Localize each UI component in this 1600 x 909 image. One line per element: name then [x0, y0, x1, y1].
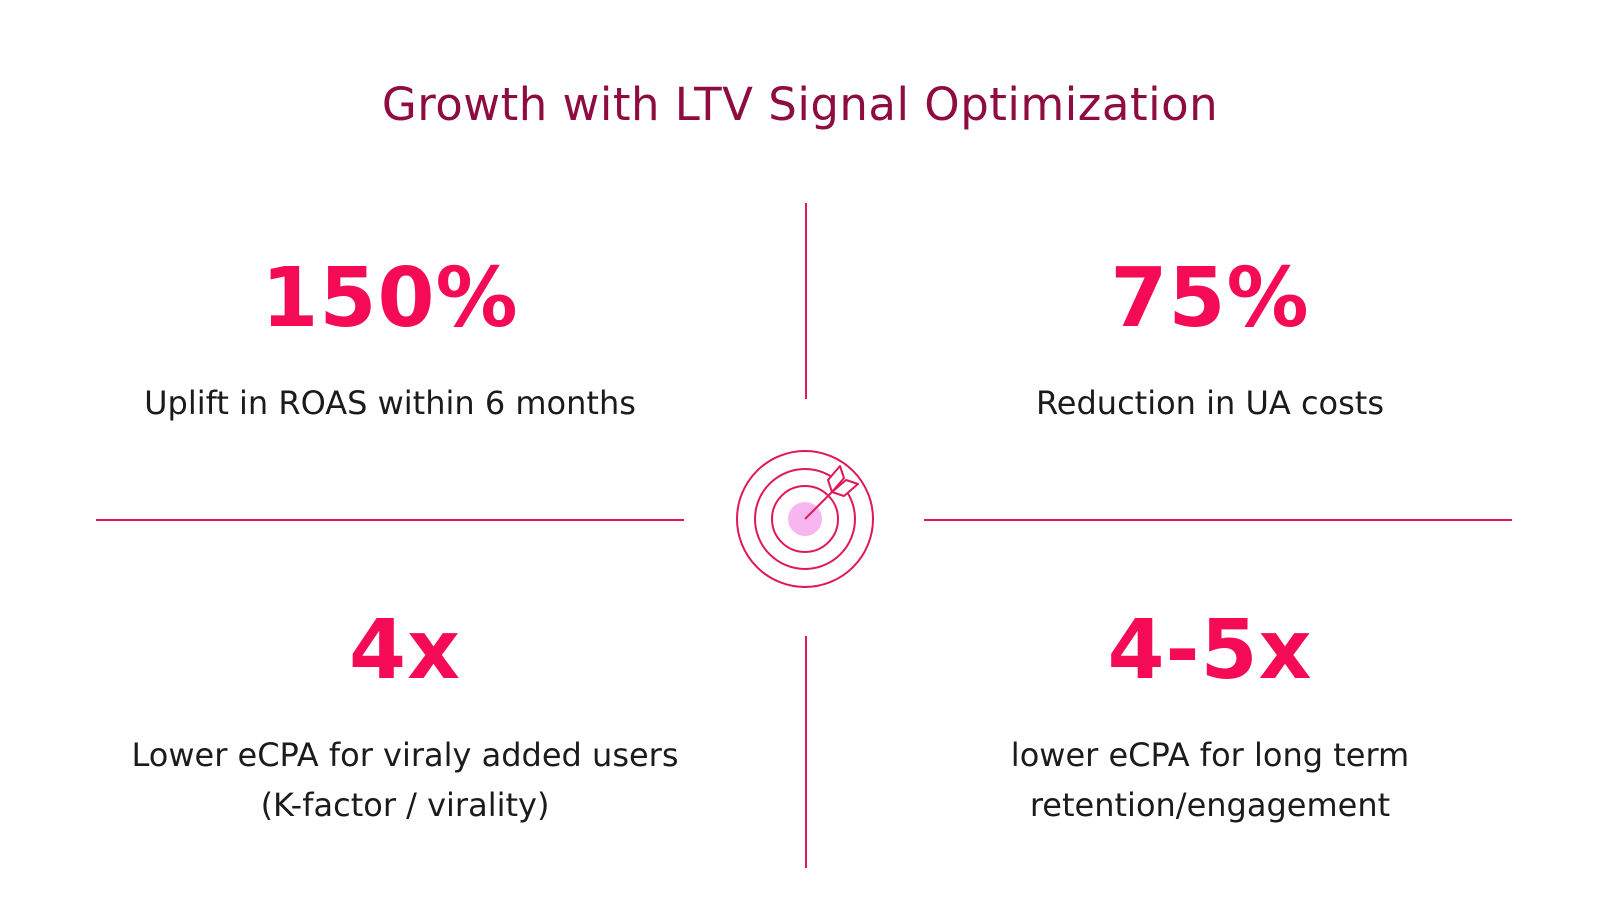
stat-retention-ecpa: 4-5x lower eCPA for long term retention/…: [880, 610, 1540, 830]
stat-value: 75%: [1110, 251, 1310, 346]
page-title: Growth with LTV Signal Optimization: [381, 78, 1219, 131]
stat-ua-cost-reduction: 75% Reduction in UA costs: [880, 258, 1540, 428]
divider-bottom: [805, 636, 807, 868]
stat-description-line: Uplift in ROAS within 6 months: [144, 384, 636, 422]
dart-fletch-upper: [827, 465, 845, 493]
dart-fletch-lower: [831, 479, 859, 497]
stat-value: 4x: [349, 603, 461, 698]
dart-shaft: [804, 487, 837, 520]
stat-description: lower eCPA for long term retention/engag…: [880, 730, 1540, 830]
target-ring-inner: [771, 485, 839, 553]
divider-top: [805, 203, 807, 399]
divider-right: [924, 519, 1512, 521]
target-ring-outer: [736, 450, 874, 588]
stat-description: Reduction in UA costs: [880, 378, 1540, 428]
stat-description-line: Reduction in UA costs: [1035, 384, 1385, 422]
stat-description-line: retention/engagement: [1029, 786, 1391, 824]
stat-description: Uplift in ROAS within 6 months: [60, 378, 720, 428]
stat-description-line: Lower eCPA for viraly added users: [131, 736, 679, 774]
stat-value: 150%: [261, 251, 519, 346]
stat-roas-uplift: 150% Uplift in ROAS within 6 months: [60, 258, 720, 428]
target-ring-middle: [754, 468, 856, 570]
target-with-dart-icon: [736, 450, 874, 588]
stat-description-line: (K-factor / virality): [260, 786, 550, 824]
stat-value: 4-5x: [1107, 603, 1313, 698]
stat-viral-ecpa: 4x Lower eCPA for viraly added users (K-…: [60, 610, 750, 830]
stat-description: Lower eCPA for viraly added users (K-fac…: [60, 730, 750, 830]
stat-description-line: lower eCPA for long term: [1010, 736, 1410, 774]
divider-left: [96, 519, 684, 521]
